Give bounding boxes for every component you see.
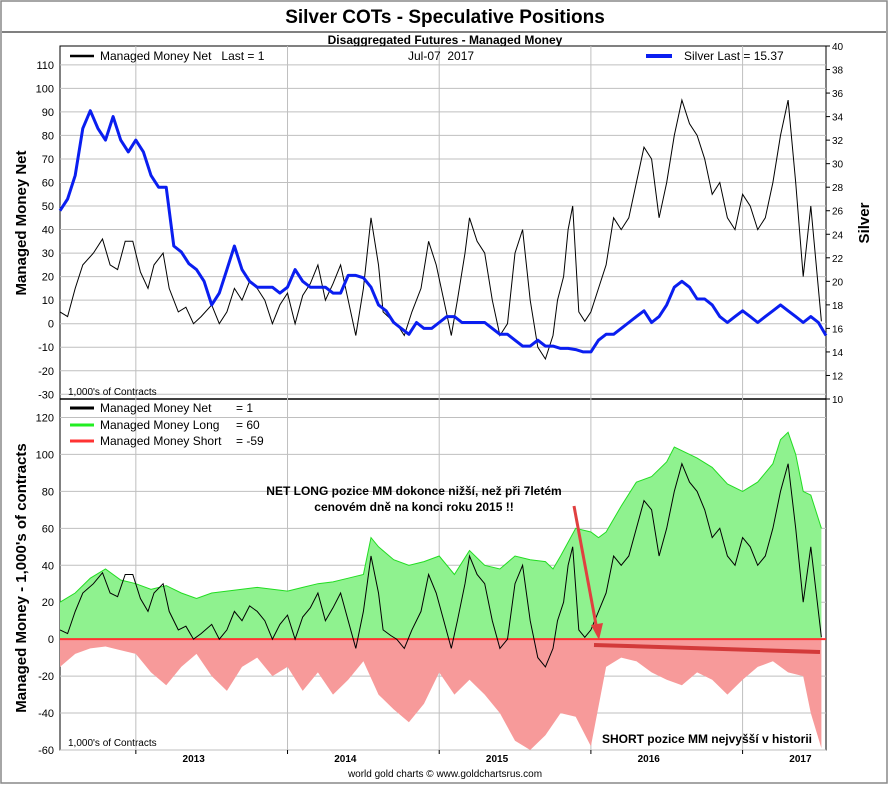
top-right-tick-label: 28 <box>832 183 844 194</box>
legend-short-label: Managed Money Short <box>100 434 222 448</box>
top-right-tick-label: 30 <box>832 160 844 171</box>
bottom-tick-label: 40 <box>42 560 54 572</box>
top-right-tick-label: 16 <box>832 324 844 335</box>
top-left-tick-label: 70 <box>42 154 54 166</box>
x-tick-label: 2015 <box>486 754 509 765</box>
x-tick-label: 2014 <box>334 754 357 765</box>
legend-net-label: Managed Money Net Last = 1 <box>100 49 265 63</box>
bottom-tick-label: -60 <box>38 745 54 757</box>
legend-bottom-net-label: Managed Money Net <box>100 401 212 415</box>
top-left-tick-label: 0 <box>48 319 54 331</box>
bottom-tick-label: 100 <box>36 449 54 461</box>
bottom-tick-label: -20 <box>38 671 54 683</box>
axis-ticks: 2013 2014 2015 2016 2017-30-20-1001020304050… <box>36 42 844 765</box>
top-left-tick-label: 20 <box>42 272 54 284</box>
top-left-tick-label: 40 <box>42 225 54 237</box>
top-left-tick-label: 10 <box>42 295 54 307</box>
bottom-tick-label: 120 <box>36 412 54 424</box>
top-left-tick-label: 50 <box>42 201 54 213</box>
annotation-net-long-line1: NET LONG pozice MM dokonce nižší, než př… <box>266 484 561 498</box>
date-label: Jul-07 2017 <box>408 49 474 63</box>
bottom-tick-label: 60 <box>42 523 54 535</box>
legend-silver-label: Silver Last = 15.37 <box>684 49 784 63</box>
long-area <box>60 432 822 640</box>
bottom-tick-label: -40 <box>38 708 54 720</box>
annotation-arrow-head <box>591 623 603 640</box>
net-line <box>59 98 822 361</box>
x-tick-label: 2016 <box>638 754 661 765</box>
top-panel-lines <box>58 98 828 361</box>
bottom-tick-label: 20 <box>42 597 54 609</box>
silver-price-line <box>58 109 828 354</box>
top-left-tick-label: 80 <box>42 130 54 142</box>
annotation-short-record: SHORT pozice MM nejvyšší v historii <box>602 732 812 746</box>
annotation-arrow-shaft <box>572 505 599 631</box>
bottom-net-line <box>59 462 822 668</box>
top-left-axis-label: Managed Money Net <box>13 150 30 295</box>
bottom-units-note: 1,000's of Contracts <box>68 738 157 749</box>
footer-credit: world gold charts © www.goldchartsrus.co… <box>347 769 542 780</box>
annotation-trend-line <box>593 643 821 654</box>
top-left-tick-label: 110 <box>36 60 54 72</box>
x-tick-label: 2013 <box>183 754 206 765</box>
top-right-tick-label: 22 <box>832 254 844 265</box>
top-right-tick-label: 20 <box>832 277 844 288</box>
top-right-tick-label: 26 <box>832 207 844 218</box>
top-right-tick-label: 12 <box>832 371 844 382</box>
bottom-axis-label: Managed Money - 1,000's of contracts <box>13 443 30 712</box>
annotation-net-long-line2: cenovém dně na konci roku 2015 !! <box>314 500 513 514</box>
top-left-tick-label: -20 <box>38 366 54 378</box>
legend-long-label: Managed Money Long <box>100 418 219 432</box>
top-left-tick-label: 60 <box>42 177 54 189</box>
top-left-tick-label: 90 <box>42 107 54 119</box>
bottom-panel-lines <box>59 462 822 668</box>
long-edge-line <box>59 431 822 603</box>
top-left-tick-label: -30 <box>38 389 54 401</box>
top-right-tick-label: 14 <box>832 348 844 359</box>
top-right-tick-label: 36 <box>832 89 844 100</box>
chart-title: Silver COTs - Speculative Positions <box>285 7 605 28</box>
top-right-axis-label: Silver <box>856 202 873 243</box>
top-right-tick-label: 18 <box>832 301 844 312</box>
top-right-tick-label: 34 <box>832 113 844 124</box>
top-units-note: 1,000's of Contracts <box>68 387 157 398</box>
top-left-tick-label: 30 <box>42 248 54 260</box>
top-right-tick-label: 38 <box>832 66 844 77</box>
top-right-tick-label: 40 <box>832 42 844 53</box>
legend-long-value: = 60 <box>236 418 260 432</box>
bottom-tick-label: 80 <box>42 486 54 498</box>
top-left-tick-label: 100 <box>36 83 54 95</box>
top-right-tick-label: 24 <box>832 230 844 241</box>
chart-subtitle: Disaggregated Futures - Managed Money <box>328 33 563 47</box>
top-left-tick-label: -10 <box>38 342 54 354</box>
legend-short-value: = -59 <box>236 434 264 448</box>
x-tick-label: 2017 <box>789 754 812 765</box>
legend-bottom-net-value: = 1 <box>236 401 253 415</box>
bottom-tick-label: 0 <box>48 634 54 646</box>
top-right-tick-label: 32 <box>832 136 844 147</box>
top-right-tick-label: 10 <box>832 395 844 406</box>
